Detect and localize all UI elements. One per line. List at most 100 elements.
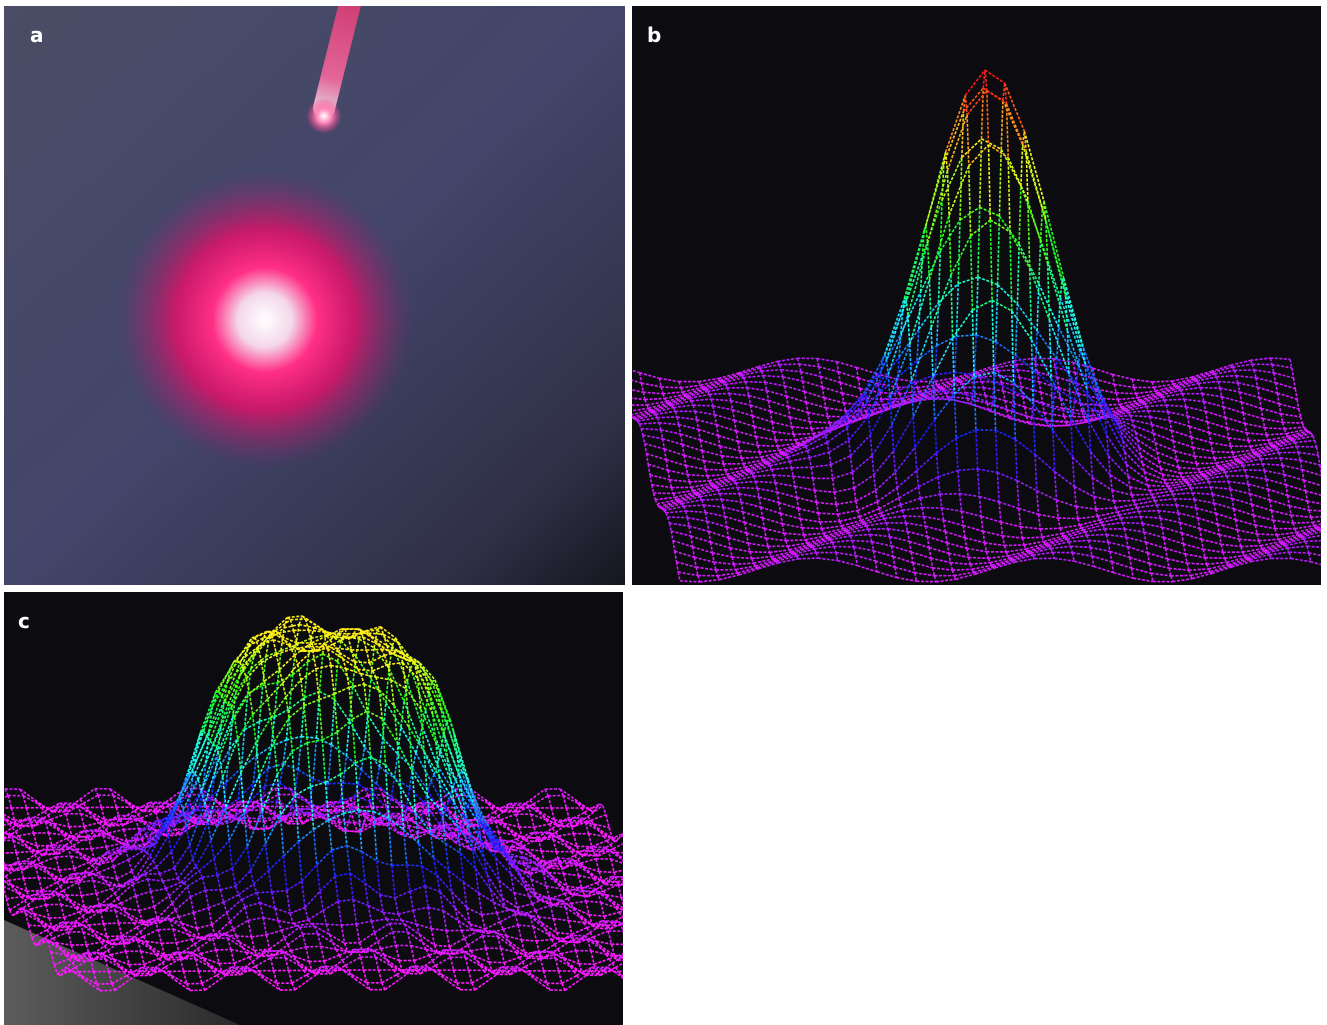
fiber-tip [306,98,342,134]
mesh-line [632,418,634,419]
mesh-line [663,896,666,900]
mesh-line [657,892,660,900]
mesh-line [659,507,661,508]
mesh-line [662,509,664,510]
mesh-line [647,863,650,868]
mesh-line [661,508,663,509]
mesh-line [625,909,628,914]
mesh-line [0,878,3,886]
mesh-line [651,868,654,880]
mesh-line [643,913,646,915]
mesh-line [628,841,631,853]
mesh-line [666,892,669,895]
mesh-line [0,872,2,883]
mesh-line [1322,476,1324,487]
mesh-line [0,868,2,872]
mesh-line [625,834,628,841]
mesh-line [651,897,654,902]
mesh-line [1,839,4,842]
mesh-line [629,869,632,873]
mesh-line [676,906,679,919]
mesh-line [633,885,636,898]
mesh-line [621,898,636,899]
mesh-line [643,906,658,916]
mesh-line [629,865,644,869]
mesh-line [0,857,5,865]
mesh-line [634,907,637,908]
mesh-line [630,877,645,888]
mesh-line [625,909,640,910]
mesh-line [636,897,651,898]
mesh-line [651,896,666,897]
mesh-line [648,893,663,900]
mesh-line [642,884,645,888]
mesh-line [0,852,1,853]
mesh-line [627,877,642,884]
mesh-line [628,914,643,915]
mesh-line [0,806,3,817]
mesh-line [645,888,648,892]
mesh-line [0,840,1,853]
mesh-line [1323,535,1325,540]
mesh-line [1322,529,1327,532]
mesh-line [631,908,634,913]
mesh-line [673,895,676,905]
mesh-line [636,868,651,877]
mesh-line [636,877,639,881]
mesh-line [655,901,658,905]
mesh-line [631,913,646,914]
mesh-line [641,865,644,870]
mesh-line [1324,486,1326,496]
mesh-line [625,397,627,405]
mesh-line [658,895,673,905]
mesh-line [654,879,657,892]
mesh-line [0,838,1,842]
mesh-line [661,910,664,914]
figure: a b c [0,0,1327,1025]
mesh-line [632,873,635,877]
mesh-line [648,893,651,897]
mesh-line [664,913,667,917]
mesh-line [630,877,633,885]
mesh-line [646,908,649,913]
mesh-line [639,879,654,880]
mesh-line [658,906,661,910]
panel-b [620,6,1327,585]
mesh-line [632,863,647,873]
mesh-line [1322,532,1324,536]
panel-a [4,0,625,585]
mesh-line [636,420,638,422]
mesh-line [623,860,626,864]
mesh-line [644,863,647,865]
mesh-line [624,877,627,882]
mesh-line [624,881,639,882]
mesh-line [649,907,652,909]
mesh-line [616,852,631,853]
mesh-line [664,913,679,918]
mesh-line [629,411,631,415]
mesh-line [679,919,682,929]
mesh-line [631,853,634,865]
mesh-line [649,908,664,913]
mesh-line [633,885,648,892]
mesh-line [636,898,639,910]
mesh-line [661,906,676,910]
laser-spot [115,170,415,470]
mesh-line [655,892,670,901]
mesh-line [639,881,642,885]
panel-c [0,592,730,1025]
panel-b-background [632,6,1321,585]
mesh-line [635,865,638,871]
mesh-line [638,869,641,871]
mesh-line [628,913,631,915]
mesh-line [626,864,629,868]
mesh-line [0,812,3,816]
mesh-line [642,884,657,892]
mesh-line [640,901,655,910]
mesh-line [670,892,673,895]
mesh-line [0,842,1,843]
mesh-line [627,405,629,411]
mesh-line [634,419,636,420]
mesh-line [623,860,638,871]
mesh-line [640,910,643,915]
